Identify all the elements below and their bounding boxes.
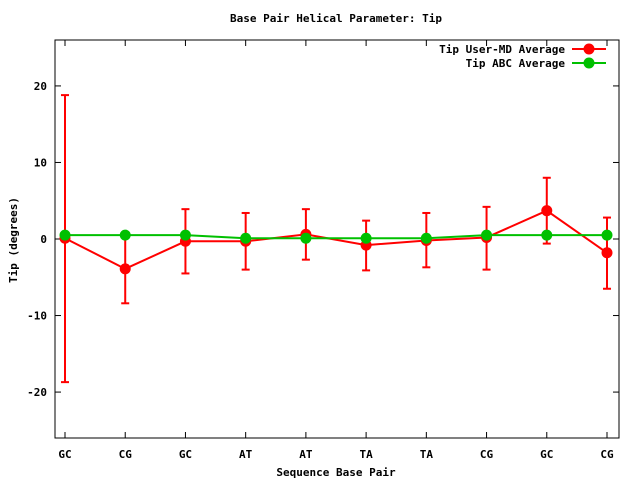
- series-line: [64, 209, 608, 270]
- x-tick-label: AT: [299, 448, 313, 461]
- x-tick-label: TA: [420, 448, 434, 461]
- data-point: [59, 229, 71, 241]
- data-point: [420, 232, 432, 244]
- chart-title: Base Pair Helical Parameter: Tip: [230, 12, 442, 25]
- legend-label: Tip User-MD Average: [439, 43, 565, 56]
- legend-marker: [583, 57, 595, 69]
- series-line: [65, 234, 607, 240]
- x-tick-label: CG: [480, 448, 494, 461]
- x-tick-label: TA: [359, 448, 373, 461]
- series-2: [59, 229, 613, 244]
- x-tick-label: GC: [179, 448, 192, 461]
- data-point: [601, 247, 613, 259]
- data-point: [481, 229, 493, 241]
- data-point: [300, 232, 312, 244]
- x-tick-label: CG: [600, 448, 614, 461]
- data-point: [601, 229, 613, 241]
- x-axis: GC CG GC AT AT TA TA CG GC CG: [58, 40, 614, 461]
- y-axis: -20 -10 0 10 20: [27, 80, 619, 399]
- data-point: [240, 232, 252, 244]
- y-tick-label: 10: [34, 156, 47, 169]
- x-tick-label: AT: [239, 448, 253, 461]
- data-point: [360, 232, 372, 244]
- y-tick-label: 0: [40, 233, 47, 246]
- data-point: [541, 229, 553, 241]
- data-point: [541, 205, 553, 217]
- x-tick-label: GC: [58, 448, 71, 461]
- x-tick-label: GC: [540, 448, 553, 461]
- y-tick-label: 20: [34, 80, 47, 93]
- x-axis-label: Sequence Base Pair: [276, 466, 396, 479]
- y-tick-label: -20: [27, 386, 47, 399]
- data-point: [119, 263, 131, 275]
- y-tick-label: -10: [27, 310, 47, 323]
- data-point: [119, 229, 131, 241]
- y-axis-label: Tip (degrees): [7, 197, 20, 283]
- x-tick-label: CG: [119, 448, 133, 461]
- legend-label: Tip ABC Average: [466, 57, 566, 70]
- legend-marker: [583, 43, 595, 55]
- series-layer: [59, 94, 613, 384]
- data-point: [179, 229, 191, 241]
